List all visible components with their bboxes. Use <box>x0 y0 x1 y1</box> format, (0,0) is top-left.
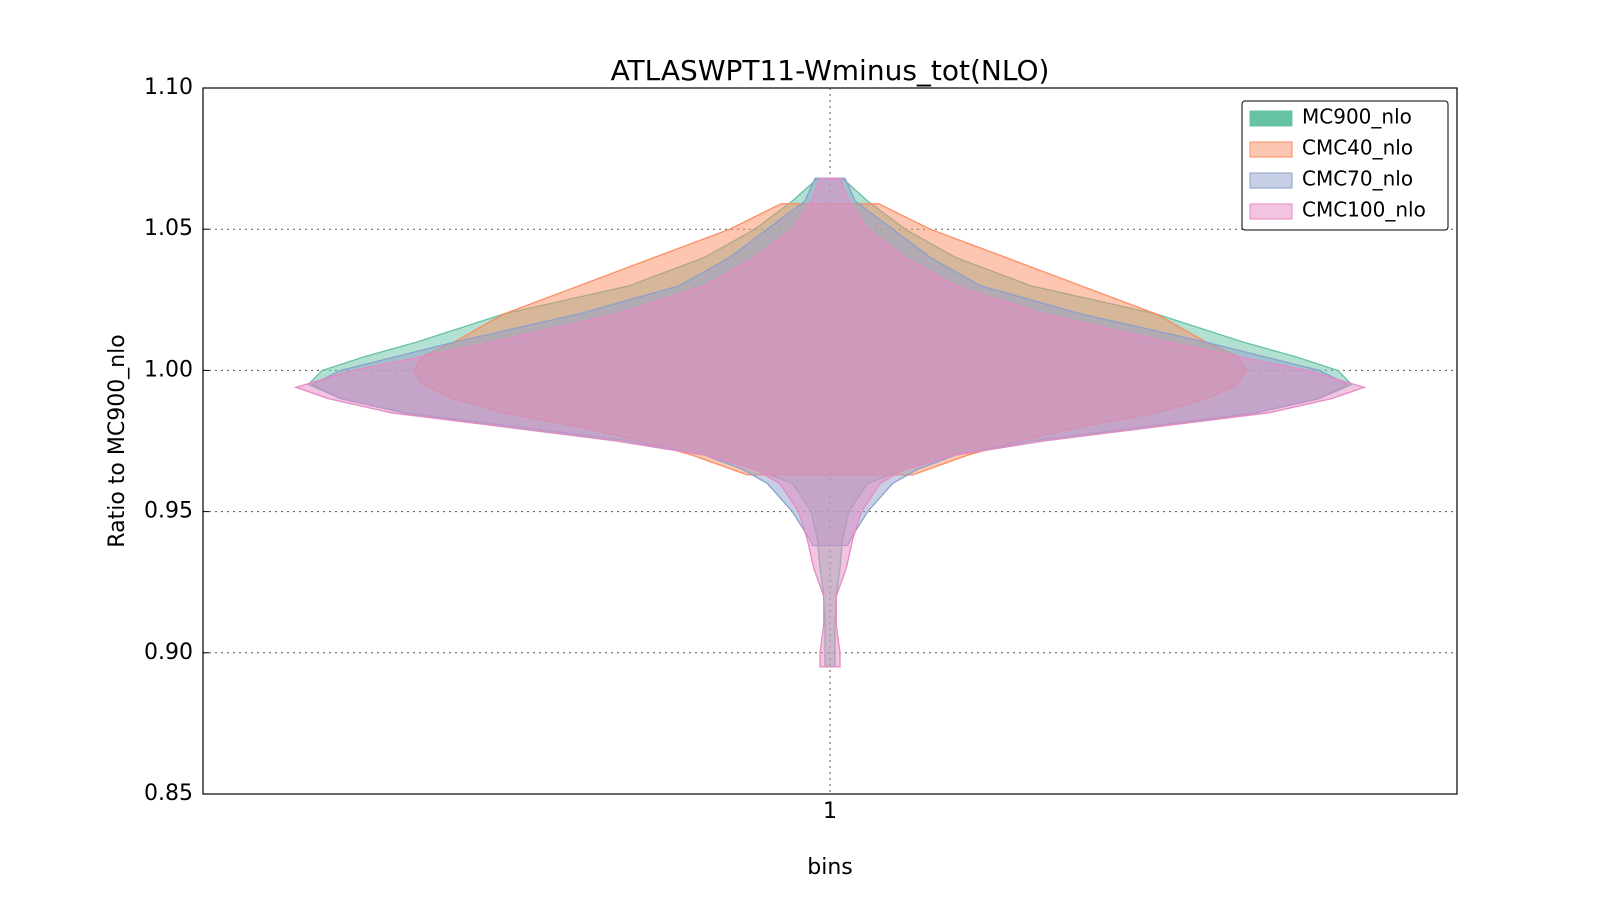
y-tick-label: 0.90 <box>144 640 193 665</box>
legend-label: CMC70_nlo <box>1302 167 1413 191</box>
legend-swatch <box>1249 172 1293 189</box>
y-tick-label: 1.10 <box>144 75 193 100</box>
legend-swatch <box>1249 141 1293 158</box>
plot-area <box>203 88 1457 794</box>
legend-swatch <box>1249 203 1293 220</box>
x-axis-label: bins <box>807 855 852 880</box>
violin <box>293 177 1367 668</box>
legend-label: CMC100_nlo <box>1302 198 1426 222</box>
legend-label: MC900_nlo <box>1302 105 1412 129</box>
y-tick-label: 1.05 <box>144 216 193 241</box>
y-axis-label: Ratio to MC900_nlo <box>105 334 130 547</box>
plot-frame <box>202 87 1458 795</box>
x-tick-label: 1 <box>823 799 837 824</box>
legend-swatch <box>1249 110 1293 127</box>
y-tick-label: 0.85 <box>144 781 193 806</box>
legend-box <box>1241 100 1449 231</box>
legend-label: CMC40_nlo <box>1302 136 1413 160</box>
y-tick-label: 0.95 <box>144 499 193 524</box>
chart-title: ATLASWPT11-Wminus_tot(NLO) <box>611 54 1050 87</box>
y-tick-label: 1.00 <box>144 357 193 382</box>
